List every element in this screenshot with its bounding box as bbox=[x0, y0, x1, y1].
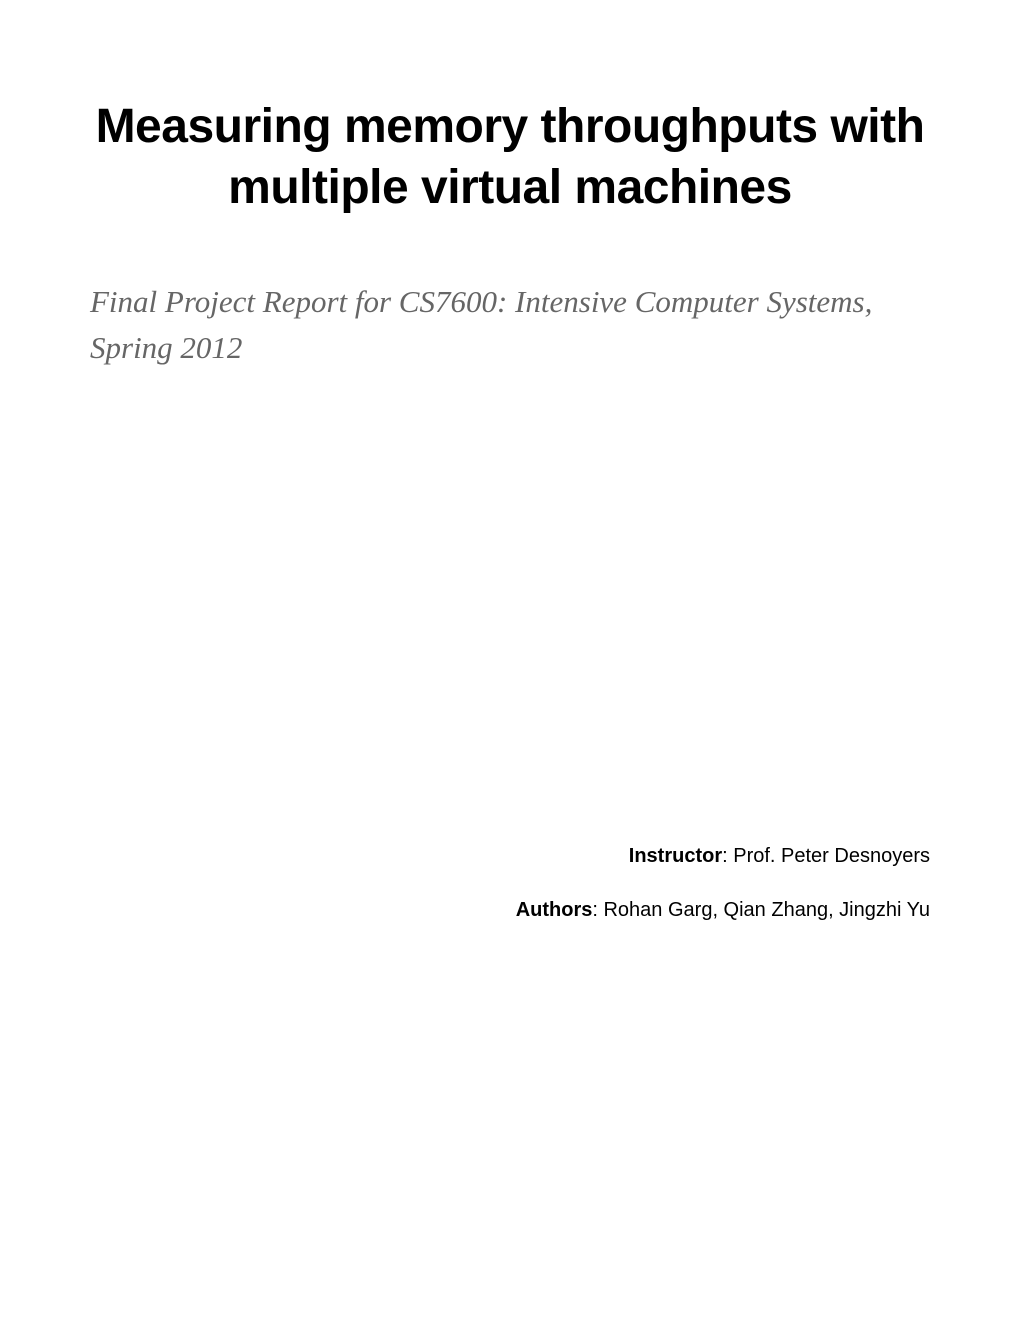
authors-label: Authors bbox=[516, 899, 593, 921]
authors-line: Authors: Rohan Garg, Qian Zhang, Jingzhi… bbox=[90, 896, 930, 924]
authors-value: : Rohan Garg, Qian Zhang, Jingzhi Yu bbox=[592, 899, 930, 921]
document-title: Measuring memory throughputs with multip… bbox=[90, 96, 930, 219]
credits-block: Instructor: Prof. Peter Desnoyers Author… bbox=[90, 842, 930, 924]
instructor-line: Instructor: Prof. Peter Desnoyers bbox=[90, 842, 930, 870]
instructor-value: : Prof. Peter Desnoyers bbox=[722, 845, 930, 867]
document-subtitle: Final Project Report for CS7600: Intensi… bbox=[90, 279, 930, 372]
instructor-label: Instructor bbox=[629, 845, 722, 867]
